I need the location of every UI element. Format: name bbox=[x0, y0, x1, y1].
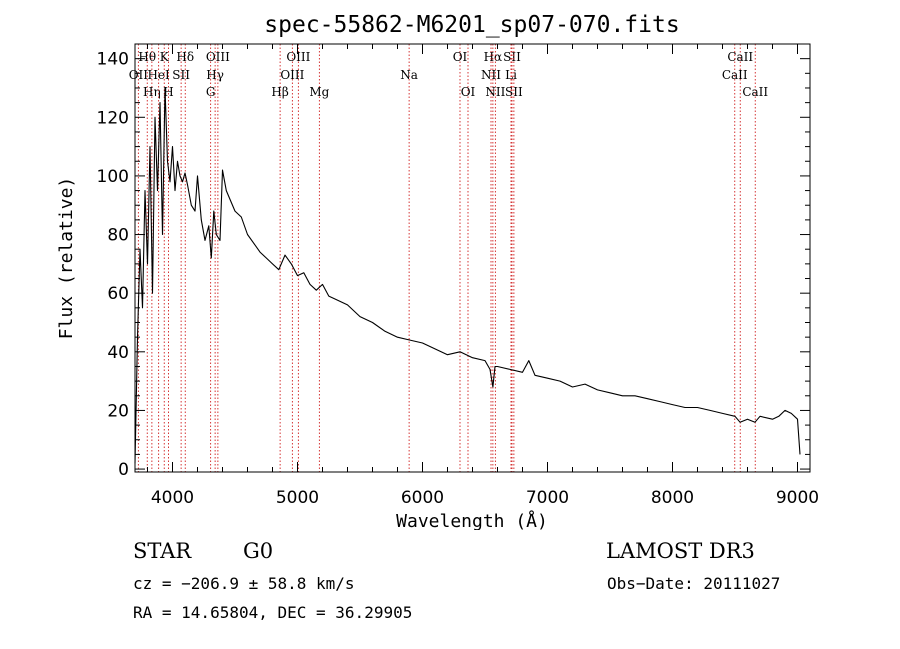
spectral-line-label: NII bbox=[481, 68, 501, 82]
survey-name: LAMOST DR3 bbox=[606, 539, 755, 563]
y-tick-label: 60 bbox=[107, 284, 129, 304]
spectral-line-label: CaII bbox=[722, 68, 748, 82]
y-tick-label: 40 bbox=[107, 343, 129, 363]
spectral-line-label: OIII bbox=[286, 50, 310, 64]
spectral-line-label: OIII bbox=[280, 68, 304, 82]
y-tick-label: 100 bbox=[97, 167, 129, 187]
x-tick-label: 5000 bbox=[276, 488, 319, 508]
spectral-line-label: K bbox=[160, 50, 170, 64]
spectral-line-label: SII bbox=[505, 85, 523, 99]
spectral-line-label: G bbox=[206, 85, 216, 99]
x-tick-label: 7000 bbox=[526, 488, 569, 508]
x-tick-label: 9000 bbox=[776, 488, 819, 508]
spectral-line-label: Hβ bbox=[271, 85, 288, 99]
observation-date: Obs−Date: 20111027 bbox=[607, 574, 781, 593]
spectral-line-label: SII bbox=[503, 50, 521, 64]
x-axis-label: Wavelength (Å) bbox=[396, 510, 548, 530]
object-subclass: G0 bbox=[243, 539, 274, 563]
spectral-line-label: CaII bbox=[727, 50, 753, 64]
spectral-line-label: Mg bbox=[309, 85, 329, 99]
spectral-line-label: OI bbox=[461, 85, 476, 99]
spectral-line-label: NII bbox=[485, 85, 505, 99]
spectral-line-label: OI bbox=[453, 50, 468, 64]
x-axis: 4000 5000 6000 7000 8000 9000 bbox=[147, 44, 819, 508]
y-axis: 0 20 40 60 80 100 120 140 bbox=[97, 50, 810, 480]
y-tick-label: 80 bbox=[107, 226, 129, 246]
y-tick-label: 20 bbox=[107, 401, 129, 421]
spectral-line-label: Hγ bbox=[206, 68, 224, 82]
spectral-line-label: OII bbox=[129, 68, 149, 82]
spectrum-series bbox=[134, 87, 801, 464]
y-axis-label: Flux (relative) bbox=[56, 177, 77, 340]
sky-coordinates: RA = 14.65804, DEC = 36.29905 bbox=[133, 603, 413, 622]
redshift-velocity: cz = −206.9 ± 58.8 km/s bbox=[133, 574, 355, 593]
x-tick-label: 8000 bbox=[651, 488, 694, 508]
y-tick-label: 140 bbox=[97, 50, 129, 70]
spectrum-chart: spec-55862-M6201_sp07-070.fits OIIHθHηKH… bbox=[56, 12, 819, 530]
spectral-line-label: Li bbox=[505, 68, 517, 82]
spectral-line-label: Hα bbox=[484, 50, 503, 64]
spectral-line-label: Hδ bbox=[176, 50, 194, 64]
plot-frame bbox=[134, 43, 811, 473]
spectral-line-label: Hη bbox=[143, 85, 161, 99]
x-tick-label: 6000 bbox=[401, 488, 444, 508]
spectral-line-label: CaII bbox=[742, 85, 768, 99]
object-class: STAR bbox=[133, 539, 192, 563]
spectral-line-label: HeI bbox=[147, 68, 170, 82]
spectral-line-label: H bbox=[163, 85, 173, 99]
y-tick-label: 120 bbox=[97, 108, 129, 128]
spectral-line-markers: OII Hθ Hη K HeI H SII Hδ OIII Hγ G OIII OIII Hβ Mg Na OI… bbox=[129, 44, 768, 472]
y-tick-label: 0 bbox=[118, 460, 129, 480]
spectrum-line bbox=[134, 87, 801, 464]
x-tick-label: 4000 bbox=[151, 488, 194, 508]
spectral-line-label: SII bbox=[172, 68, 190, 82]
spectral-line-label: Na bbox=[400, 68, 418, 82]
spectral-line-label: OIII bbox=[206, 50, 230, 64]
chart-title: spec-55862-M6201_sp07-070.fits bbox=[264, 12, 679, 38]
spectral-line-label: Hθ bbox=[138, 50, 156, 64]
